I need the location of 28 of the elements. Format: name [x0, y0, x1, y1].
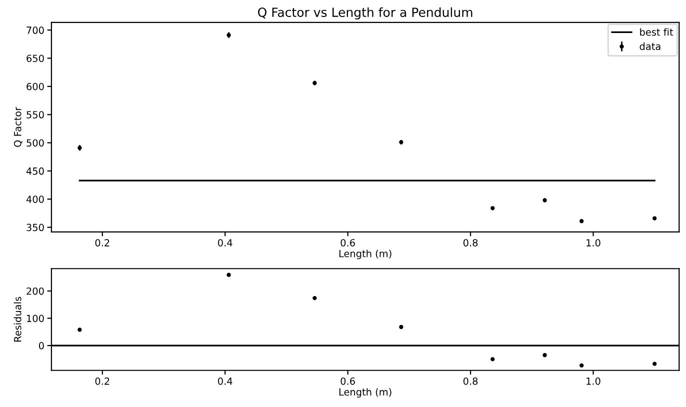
x-tick-label: 0.4	[218, 239, 232, 246]
y-tick-label: 550	[26, 111, 44, 118]
y-tick-label: 400	[26, 196, 44, 203]
x-tick-label: 1.0	[586, 239, 600, 246]
x-tick-label: 1.0	[586, 377, 600, 385]
y-tick-label: 100	[27, 314, 44, 322]
chart-title: Q Factor vs Length for a Pendulum	[258, 7, 472, 20]
x-tick-label: 0.8	[463, 377, 478, 385]
legend-label: data	[640, 42, 660, 50]
y-tick-label: 700	[26, 26, 44, 34]
y-tick-label: 200	[26, 287, 44, 295]
x-axis-title: Length (m)	[339, 388, 392, 398]
y-tick-label: 0	[38, 342, 44, 350]
y-tick-label: 350	[26, 224, 44, 232]
x-tick-label: 0.8	[463, 239, 478, 246]
y-tick-label: 450	[26, 167, 44, 175]
legend-label: best fit	[640, 28, 674, 36]
y-tick-label: 500	[26, 139, 44, 147]
y-tick-label: 600	[26, 82, 44, 90]
y-axis-title: Residuals	[14, 296, 22, 342]
x-tick-label: 0.6	[340, 377, 355, 385]
x-tick-label: 0.2	[95, 239, 110, 246]
x-tick-label: 0.6	[340, 239, 355, 246]
x-tick-label: 0.4	[218, 377, 232, 385]
x-tick-label: 0.2	[95, 377, 110, 385]
x-axis-title: Length (m)	[339, 250, 392, 260]
y-axis-title: Q Factor	[14, 106, 22, 147]
y-tick-label: 650	[26, 54, 44, 62]
